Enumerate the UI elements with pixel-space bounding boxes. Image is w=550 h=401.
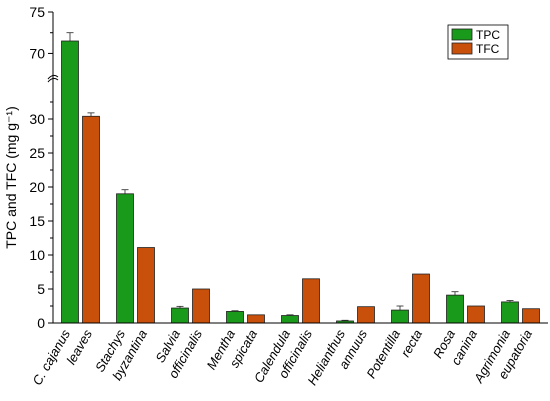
y-tick-label-3: 15	[29, 213, 45, 229]
bar-tpc-4	[281, 315, 299, 324]
y-axis-label: TPC and TFC (mg g⁻¹)	[3, 106, 19, 249]
legend-swatch-tfc	[451, 42, 473, 55]
legend-swatch-tpc	[451, 28, 473, 41]
bar-tpc-2	[171, 307, 189, 324]
y-tick-label-6: 30	[29, 111, 45, 127]
bar-tfc-0	[82, 115, 100, 324]
bar-tpc-6	[391, 309, 409, 324]
legend-label-tfc: TFC	[476, 42, 500, 56]
bar-tfc-6	[412, 273, 430, 324]
bar-tpc-0	[61, 40, 79, 324]
y-tick-label-4: 20	[29, 179, 45, 195]
y-tick-label-1: 5	[37, 281, 45, 297]
bar-tfc-8	[522, 308, 540, 324]
y-tick-label-8: 75	[29, 4, 45, 20]
axis-break-mark-top	[47, 77, 59, 83]
bar-tfc-4	[302, 278, 320, 324]
category-label-6-1: recta	[398, 327, 425, 360]
y-tick-label-2: 10	[29, 247, 45, 263]
bar-tpc-1	[116, 193, 134, 324]
bar-tpc-8	[501, 301, 519, 324]
bar-tfc-2	[192, 288, 210, 324]
y-tick-label-0: 0	[37, 315, 45, 331]
axis-break-mark-bottom	[47, 74, 59, 80]
bars-layer	[61, 32, 540, 324]
bar-tfc-3	[247, 314, 265, 324]
bar-tpc-3	[226, 311, 244, 324]
bar-tpc-7	[446, 294, 464, 324]
y-tick-label-7: 70	[29, 45, 45, 61]
bar-tfc-5	[357, 306, 375, 324]
bar-tfc-7	[467, 305, 485, 324]
bar-tfc-1	[137, 247, 155, 324]
legend-label-tpc: TPC	[476, 28, 500, 42]
y-tick-label-5: 25	[29, 145, 45, 161]
